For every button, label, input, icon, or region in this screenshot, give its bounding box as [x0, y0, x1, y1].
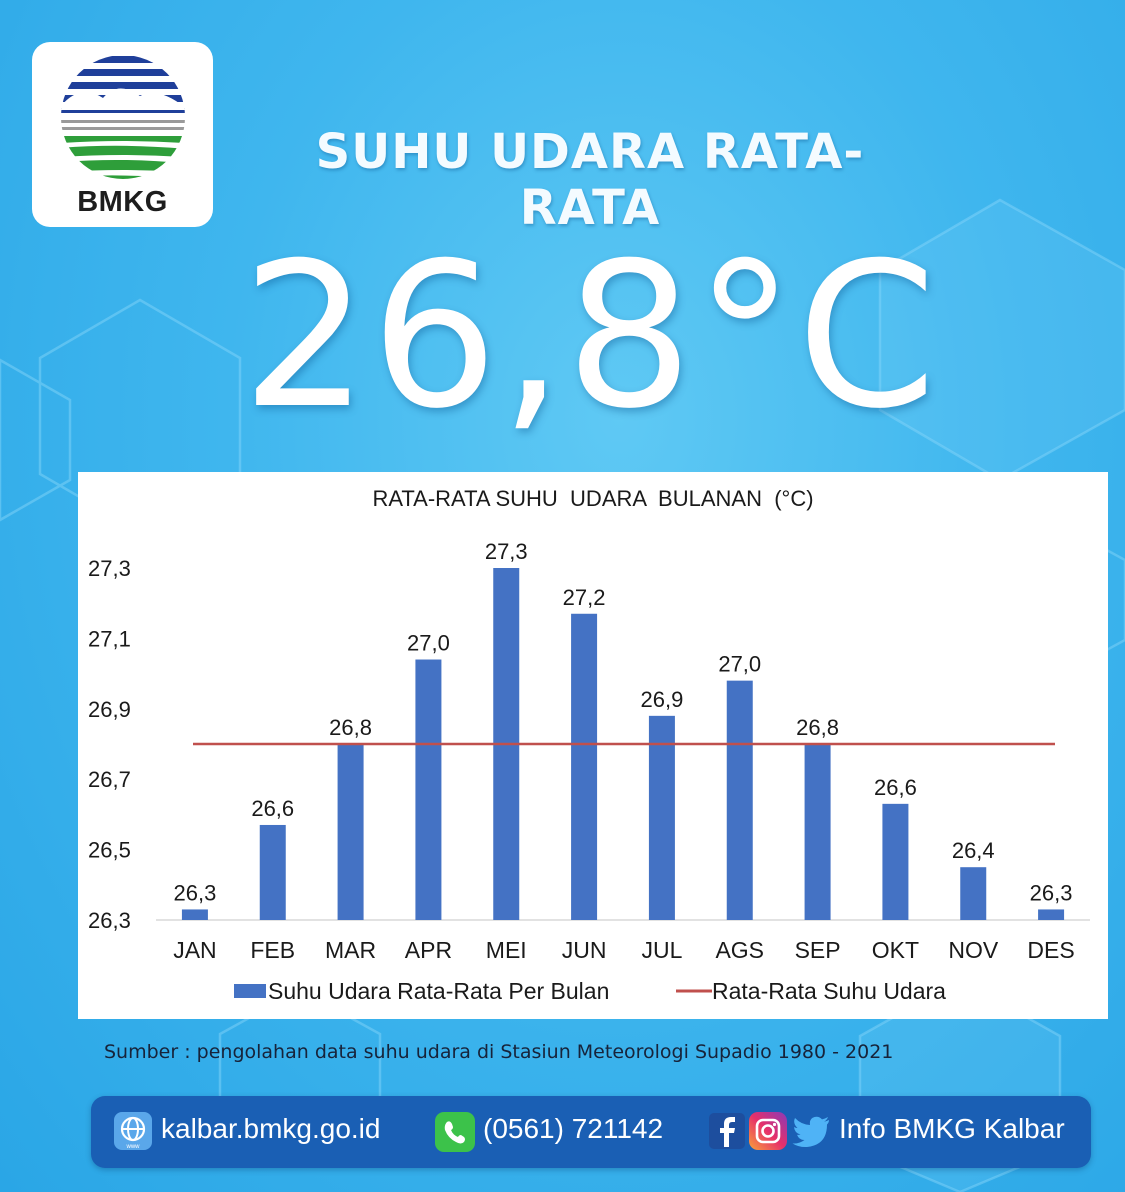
x-tick-label: FEB [250, 937, 295, 963]
x-axis-labels: JAN FEB MAR APR MEI JUN JUL AGS SEP OKT NOV DES [173, 937, 1075, 963]
twitter-icon[interactable] [791, 1111, 833, 1151]
instagram-icon[interactable] [748, 1111, 788, 1151]
y-tick-label: 27,1 [88, 626, 131, 651]
bar-ags [726, 680, 753, 920]
x-tick-label: JUN [562, 937, 607, 963]
x-tick-label: JUL [641, 937, 682, 963]
data-label-jan: 26,3 [174, 880, 217, 905]
y-tick-label: 26,7 [88, 767, 131, 792]
bar-jan [181, 909, 208, 920]
legend-bar-label: Suhu Udara Rata-Rata Per Bulan [268, 978, 609, 1004]
x-tick-label: MEI [486, 937, 527, 963]
bar-feb [259, 824, 286, 920]
x-tick-label: SEP [795, 937, 841, 963]
chart-panel: RATA-RATA SUHU UDARA BULANAN (°C) 27,3 27… [78, 472, 1108, 1019]
bar-mar [337, 744, 364, 920]
data-label-nov: 26,4 [952, 838, 995, 863]
data-label-okt: 26,6 [874, 775, 917, 800]
bar-des [1038, 909, 1065, 920]
bar-jun [571, 613, 598, 920]
data-label-apr: 27,0 [407, 631, 450, 656]
website-link[interactable]: kalbar.bmkg.go.id [161, 1113, 381, 1144]
bar-okt [882, 803, 909, 920]
data-label-jun: 27,2 [563, 585, 606, 610]
bar-jul [648, 715, 675, 920]
source-note: Sumber : pengolahan data suhu udara di S… [104, 1041, 894, 1063]
bar-apr [415, 659, 442, 920]
monthly-temperature-bar-chart: RATA-RATA SUHU UDARA BULANAN (°C) 27,327… [88, 486, 1090, 1004]
bar-nov [960, 867, 987, 920]
y-tick-label: 27,3 [88, 556, 131, 581]
x-tick-label: MAR [325, 937, 376, 963]
x-tick-label: APR [405, 937, 452, 963]
bmkg-logo-card: BMKG [32, 42, 213, 227]
social-handle[interactable]: Info BMKG Kalbar [839, 1113, 1065, 1144]
data-labels: 26,3 26,6 26,8 27,0 27,3 27,2 26,9 27,0 26,8 26,6… [174, 539, 1073, 905]
x-tick-label: OKT [872, 937, 919, 963]
y-tick-label: 26,5 [88, 838, 131, 863]
y-tick-label: 26,3 [88, 908, 131, 933]
globe-icon[interactable]: www [113, 1111, 153, 1151]
x-tick-label: JAN [173, 937, 216, 963]
data-label-sep: 26,8 [796, 715, 839, 740]
x-tick-label: AGS [715, 937, 764, 963]
chart-title: RATA-RATA SUHU UDARA BULANAN (°C) [372, 486, 813, 511]
bmkg-logo-icon [61, 55, 185, 179]
y-tick-label: 26,9 [88, 697, 131, 722]
data-label-feb: 26,6 [251, 796, 294, 821]
svg-text:www: www [126, 1144, 141, 1150]
data-label-ags: 27,0 [718, 652, 761, 677]
x-tick-label: NOV [948, 937, 999, 963]
data-label-des: 26,3 [1030, 880, 1073, 905]
data-label-mar: 26,8 [329, 715, 372, 740]
facebook-icon[interactable] [709, 1111, 745, 1151]
headline-title: SUHU UDARA RATA-RATA [315, 124, 865, 236]
legend-bar-swatch [234, 984, 266, 998]
x-tick-label: DES [1027, 937, 1074, 963]
data-label-jul: 26,9 [641, 687, 684, 712]
y-axis-ticks: 27,3 27,1 26,9 26,7 26,5 26,3 [88, 556, 131, 933]
annual-average-temperature: 26,8°C [241, 220, 939, 453]
contact-footer-bar: www kalbar.bmkg.go.id (0561) 721142 [91, 1096, 1091, 1168]
whatsapp-icon[interactable] [434, 1111, 476, 1153]
bmkg-logo-text: BMKG [77, 186, 168, 218]
legend-line-label: Rata-Rata Suhu Udara [712, 978, 946, 1004]
bar-sep [804, 744, 831, 920]
chart-legend: Suhu Udara Rata-Rata Per Bulan Rata-Rata… [234, 978, 946, 1004]
phone-number[interactable]: (0561) 721142 [483, 1113, 664, 1144]
data-label-mei: 27,3 [485, 539, 528, 564]
